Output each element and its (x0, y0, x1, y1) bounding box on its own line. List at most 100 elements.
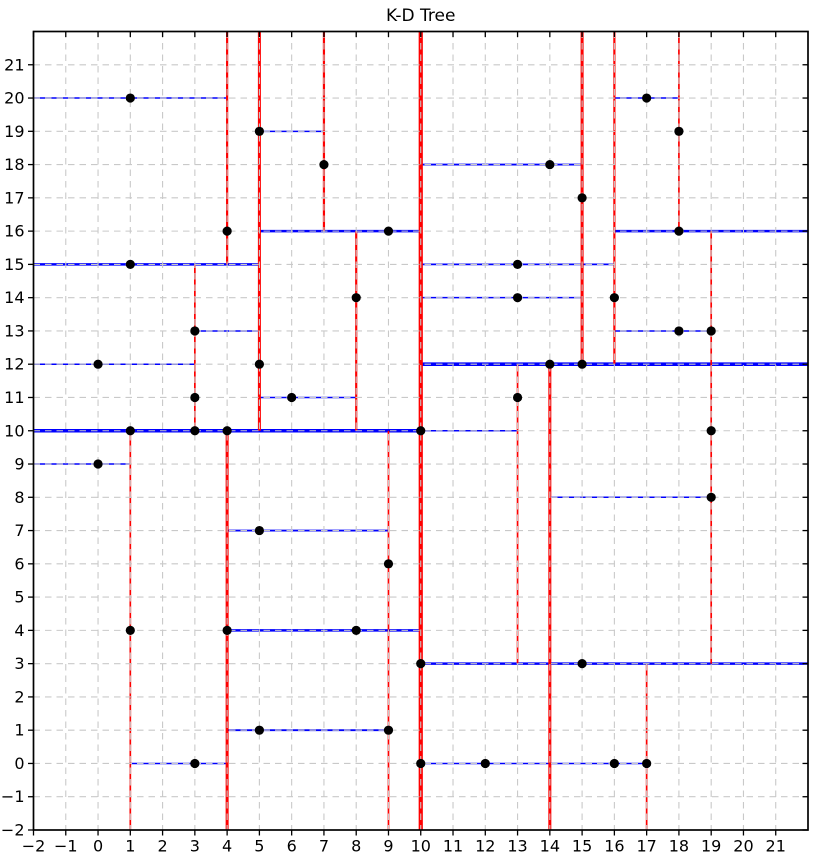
y-axis-tick-label: 21 (4, 55, 24, 74)
data-point (706, 426, 716, 436)
x-axis-labels: −2 −1 0 1 2 3 4 5 6 7 8 9 10 11 12 13 14 15 16 17 18 19 20 21 (22, 837, 786, 856)
data-point (190, 426, 200, 436)
plot-title: K-D Tree (386, 6, 455, 26)
y-axis-tick-label: 12 (4, 355, 24, 374)
data-point (545, 359, 555, 369)
data-point (351, 293, 361, 303)
data-point (674, 326, 684, 336)
x-axis-tick-label: 16 (604, 837, 624, 856)
x-axis-tick-label: 13 (507, 837, 527, 856)
data-point (319, 159, 329, 170)
x-axis-tick-label: 2 (157, 837, 167, 856)
y-axis-tick-label: 2 (14, 687, 24, 706)
y-axis-tick-label: 3 (14, 654, 24, 673)
x-axis-tick-label: 6 (287, 837, 297, 856)
y-axis-tick-label: 20 (4, 89, 24, 108)
y-axis-tick-label: 10 (4, 421, 24, 440)
y-axis-tick-label: −1 (1, 787, 25, 806)
x-axis-tick-label: −2 (22, 837, 46, 856)
x-axis-tick-label: 14 (540, 837, 560, 856)
x-axis-tick-label: 11 (443, 837, 463, 856)
y-axis-tick-label: 14 (4, 288, 24, 307)
data-point (480, 758, 490, 769)
data-point (706, 492, 716, 502)
points-layer (93, 93, 716, 769)
data-point (577, 193, 587, 203)
x-axis-tick-label: 20 (733, 837, 753, 856)
x-axis-tick-label: 19 (701, 837, 721, 856)
x-axis-tick-label: 8 (351, 837, 361, 856)
data-point (674, 226, 684, 236)
data-point (254, 359, 264, 369)
y-axis-tick-label: 18 (4, 155, 24, 174)
y-axis-tick-label: 13 (4, 321, 24, 340)
y-axis-tick-label: 0 (14, 754, 24, 773)
x-axis-tick-label: 5 (254, 837, 264, 856)
x-axis-tick-label: 0 (93, 837, 103, 856)
data-point (125, 93, 135, 103)
data-point (609, 293, 619, 303)
data-point (545, 159, 555, 170)
data-point (383, 559, 394, 569)
y-axis-tick-label: 4 (14, 621, 24, 640)
x-axis-tick-label: 1 (125, 837, 135, 856)
data-point (190, 758, 200, 769)
data-point (416, 426, 426, 436)
x-axis-tick-label: 4 (222, 837, 232, 856)
data-point (416, 758, 426, 769)
x-axis-tick-label: −1 (54, 837, 78, 856)
data-point (577, 359, 587, 369)
data-point (125, 625, 135, 635)
y-axis-tick-label: 19 (4, 122, 24, 141)
y-axis-tick-label: −2 (1, 821, 25, 840)
data-point (93, 359, 103, 369)
data-point (351, 625, 361, 635)
y-axis-tick-label: 6 (14, 554, 24, 573)
data-point (93, 459, 103, 469)
x-axis-tick-label: 10 (411, 837, 431, 856)
data-point (512, 392, 523, 403)
data-point (577, 659, 587, 669)
data-point (190, 392, 200, 403)
y-axis-tick-label: 11 (4, 388, 24, 407)
data-point (416, 659, 426, 669)
data-point (125, 426, 135, 436)
data-point (222, 426, 232, 436)
y-axis-tick-label: 8 (14, 488, 24, 507)
data-point (287, 392, 297, 403)
data-point (383, 226, 394, 236)
data-point (254, 126, 264, 136)
y-axis-tick-label: 5 (14, 588, 24, 607)
x-axis-tick-label: 7 (319, 837, 329, 856)
data-point (512, 259, 523, 269)
x-axis-tick-label: 3 (190, 837, 200, 856)
y-axis-tick-label: 17 (4, 188, 24, 207)
data-point (609, 758, 619, 769)
y-axis-tick-label: 1 (14, 721, 24, 740)
data-point (674, 126, 684, 136)
ticks-layer (28, 31, 808, 836)
x-axis-tick-label: 21 (766, 837, 786, 856)
data-point (190, 326, 200, 336)
data-point (642, 93, 652, 103)
x-axis-tick-label: 12 (475, 837, 495, 856)
data-point (512, 293, 523, 303)
y-axis-tick-label: 9 (14, 455, 24, 474)
data-point (383, 725, 394, 735)
data-point (706, 326, 716, 336)
x-axis-tick-label: 15 (572, 837, 592, 856)
data-point (125, 259, 135, 269)
grid-layer (33, 31, 808, 830)
data-point (222, 226, 232, 236)
y-axis-tick-label: 7 (14, 521, 24, 540)
x-axis-tick-label: 18 (669, 837, 689, 856)
data-point (254, 525, 264, 536)
data-point (254, 725, 264, 735)
data-point (642, 758, 652, 769)
data-point (222, 625, 232, 635)
x-axis-tick-label: 9 (383, 837, 393, 856)
y-axis-tick-label: 15 (4, 255, 24, 274)
